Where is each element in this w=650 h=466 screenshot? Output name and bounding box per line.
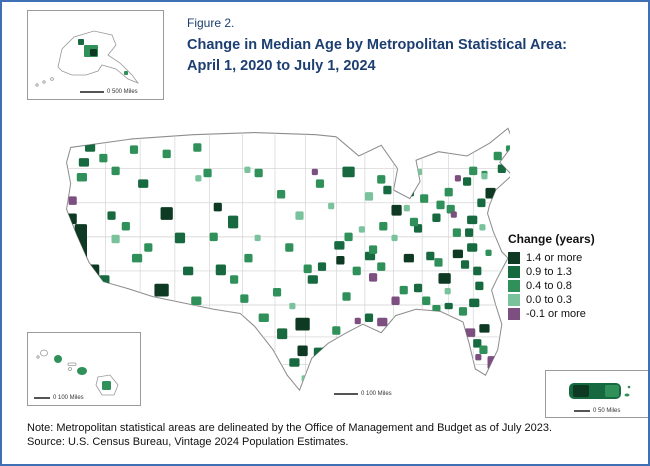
legend-swatch: [508, 308, 520, 320]
alaska-inset-map: 0 500 Miles: [27, 10, 164, 100]
legend-item: 1.4 or more: [508, 252, 648, 264]
scale-line: [80, 91, 104, 93]
alaska-scale-label: 0 500 Miles: [107, 89, 138, 95]
source-line: Source: U.S. Census Bureau, Vintage 2024…: [27, 436, 349, 449]
scale-line: [574, 410, 590, 412]
puerto-rico-scale-bar: 0 50 Miles: [574, 408, 620, 414]
figure-label: Figure 2.: [187, 16, 235, 30]
legend-item-label: 0.9 to 1.3: [526, 266, 572, 278]
map-legend: Change (years) 1.4 or more 0.9 to 1.3 0.…: [508, 232, 648, 322]
msa-regions-1p4-or-more: [66, 187, 496, 357]
puerto-rico-map-graphic: [569, 383, 631, 399]
scale-line: [334, 393, 358, 395]
msa-regions-0p4-to-0p8: [76, 143, 510, 354]
puerto-rico-inset-map: 0 50 Miles: [545, 370, 648, 418]
figure-title: Change in Median Age by Metropolitan Sta…: [187, 35, 627, 77]
legend-item: 0.0 to 0.3: [508, 294, 648, 306]
alaska-scale-bar: 0 500 Miles: [80, 89, 138, 95]
legend-swatch: [508, 294, 520, 306]
legend-item: -0.1 or more: [508, 308, 648, 320]
hawaii-map-graphic: [36, 349, 119, 396]
alaska-map-graphic: [35, 30, 140, 87]
us-outline: [66, 127, 510, 392]
title-block: Figure 2. Change in Median Age by Metrop…: [187, 16, 627, 77]
msa-regions: [66, 143, 510, 382]
hawaii-scale-bar: 0 100 Miles: [34, 395, 84, 401]
puerto-rico-scale-label: 0 50 Miles: [593, 408, 621, 414]
figure-title-line2: April 1, 2020 to July 1, 2024: [187, 58, 376, 75]
legend-swatch: [508, 280, 520, 292]
legend-item: 0.9 to 1.3: [508, 266, 648, 278]
hawaii-inset-map: 0 100 Miles: [27, 332, 141, 406]
msa-regions-minus-0p1-or-more: [68, 168, 496, 369]
legend-swatch: [508, 266, 520, 278]
note-line: Note: Metropolitan statistical areas are…: [27, 422, 553, 434]
legend-swatch: [508, 252, 520, 264]
legend-item-label: 0.0 to 0.3: [526, 294, 572, 306]
legend-title: Change (years): [508, 232, 595, 246]
hawaii-scale-label: 0 100 Miles: [53, 395, 84, 401]
legend-item-label: 0.4 to 0.8: [526, 280, 572, 292]
legend-item-label: -0.1 or more: [526, 308, 586, 320]
main-scale-label: 0 100 Miles: [361, 391, 392, 397]
scale-line: [34, 397, 50, 399]
legend-item: 0.4 to 0.8: [508, 280, 648, 292]
footnotes: Note: Metropolitan statistical areas are…: [27, 421, 637, 450]
figure-title-line1: Change in Median Age by Metropolitan Sta…: [187, 37, 568, 53]
msa-regions-0p9-to-1p3: [78, 143, 506, 367]
legend-item-label: 1.4 or more: [526, 252, 583, 264]
main-map-scale-bar: 0 100 Miles: [334, 391, 392, 397]
